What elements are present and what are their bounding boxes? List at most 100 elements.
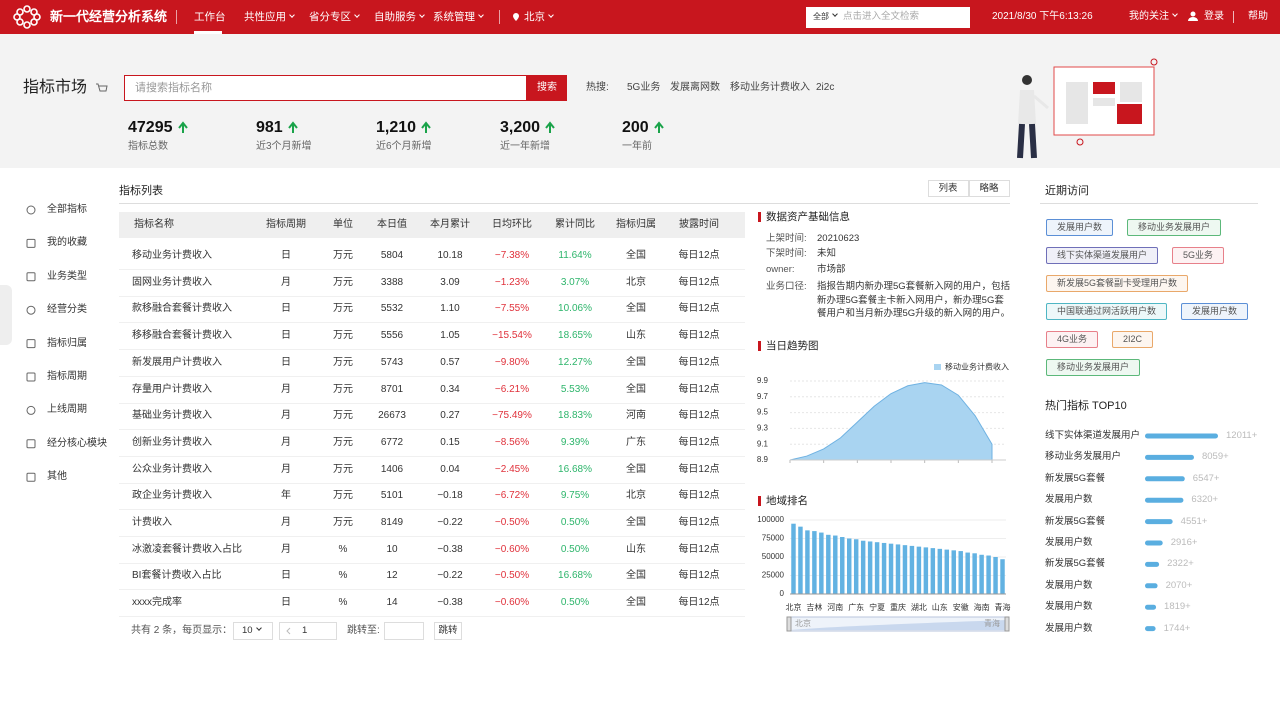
table-cell[interactable]: BI套餐计费收入占比	[132, 570, 222, 582]
tag[interactable]: 4G业务	[1046, 331, 1099, 348]
tag[interactable]: 5G业务	[1172, 247, 1225, 264]
nav-item[interactable]: 省分专区	[309, 9, 359, 25]
hot-name[interactable]: 发展用户数	[1045, 579, 1093, 591]
menu-item[interactable]: 全部指标	[47, 204, 87, 215]
menu-item[interactable]: 业务类型	[47, 270, 87, 282]
table-cell[interactable]: 固网业务计费收入	[132, 276, 212, 288]
nav-item[interactable]: 自助服务	[374, 9, 424, 25]
tag[interactable]: 发展用户数	[1046, 219, 1114, 236]
market-search-input[interactable]	[124, 75, 527, 101]
jump-button[interactable]	[434, 622, 462, 640]
x-tick-label: 安徽	[953, 602, 969, 612]
menu-item[interactable]: 我的收藏	[47, 237, 87, 249]
jump-button-label[interactable]: 跳转	[438, 625, 458, 636]
table-cell[interactable]: 政企业务计费收入	[132, 490, 212, 502]
nav-item[interactable]: 工作台	[194, 11, 226, 23]
bar	[833, 535, 838, 594]
tag[interactable]: 新发展5G套餐副卡受理用户数	[1046, 275, 1189, 292]
menu-item[interactable]: 上线周期	[47, 404, 87, 416]
view-toggle[interactable]	[969, 180, 1010, 197]
y-tick-label: 9.3	[757, 424, 769, 433]
hot-term[interactable]: 移动业务计费收入	[730, 82, 810, 93]
search-button[interactable]	[527, 75, 567, 101]
nav-item[interactable]: 共性应用	[244, 9, 294, 25]
hot-name[interactable]: 新发展5G套餐	[1045, 515, 1106, 527]
table-cell: 每日12点	[678, 570, 720, 582]
hot-name[interactable]: 发展用户数	[1045, 537, 1093, 548]
menu-item[interactable]: 经分核心模块	[47, 437, 107, 449]
nav-item[interactable]: 系统管理	[433, 9, 483, 25]
bar	[979, 554, 984, 594]
hot-term[interactable]: 2i2c	[816, 82, 835, 93]
hot-name[interactable]: 发展用户数	[1045, 494, 1093, 506]
divider	[499, 10, 500, 24]
tag[interactable]: 中国联通过网活跃用户数	[1046, 303, 1168, 320]
y-tick-label: 9.5	[757, 408, 769, 417]
table-cell: 8701	[380, 383, 404, 395]
table-cell[interactable]: 公众业务计费收入	[132, 463, 212, 475]
global-search[interactable]	[806, 7, 970, 28]
table-cell: 12.27%	[558, 356, 592, 368]
field-value: 未知	[817, 248, 837, 259]
menu-item[interactable]: 指标周期	[47, 371, 87, 382]
tag[interactable]: 发展用户数	[1181, 303, 1249, 320]
jump-input[interactable]	[384, 622, 424, 640]
column-header: 指标归属	[616, 219, 656, 230]
menu-item[interactable]: 经营分类	[47, 304, 87, 316]
view-toggle-label[interactable]: 列表	[938, 182, 958, 194]
tag[interactable]: 移动业务发展用户	[1046, 359, 1141, 376]
bar	[881, 542, 887, 594]
hot-value: 6320+	[1191, 494, 1219, 506]
view-toggle[interactable]	[928, 180, 969, 197]
table-cell: 0.34	[440, 383, 460, 395]
hot-value: 6547+	[1192, 472, 1220, 484]
menu-item[interactable]: 指标归属	[47, 337, 87, 349]
hot-term[interactable]: 发展离网数	[670, 82, 720, 93]
table-cell: 万元	[333, 383, 353, 395]
hot-name[interactable]: 移动业务发展用户	[1045, 451, 1122, 463]
table-cell[interactable]: 移移融合套餐计费收入	[132, 330, 232, 342]
table-cell[interactable]: 新发展用户计费收入	[132, 356, 222, 368]
user-link[interactable]: 我的关注	[1129, 9, 1177, 25]
page-number[interactable]: 1	[302, 625, 308, 636]
app-title: 新一代经营分析系统	[50, 9, 168, 24]
table-cell[interactable]: 计费收入	[132, 517, 172, 528]
bar	[846, 538, 852, 594]
tag[interactable]: 2I2C	[1112, 331, 1154, 348]
hot-name[interactable]: 新发展5G套餐	[1045, 558, 1106, 570]
table-cell[interactable]: 移动业务计费收入	[132, 250, 212, 261]
table-cell[interactable]: 基础业务计费收入	[132, 410, 212, 422]
user-link[interactable]: 帮助	[1248, 11, 1268, 22]
user-link[interactable]: 登录	[1204, 11, 1224, 22]
collapse-tab[interactable]	[0, 285, 12, 345]
hot-name[interactable]: 发展用户数	[1045, 601, 1093, 613]
hot-bar	[1145, 604, 1157, 610]
location: 北京	[524, 9, 553, 25]
menu-icon	[26, 405, 36, 415]
table-cell: 5743	[380, 356, 404, 368]
view-toggle-label[interactable]: 略略	[979, 182, 999, 194]
y-tick-label: 9.1	[757, 439, 769, 448]
hot-term[interactable]: 5G业务	[627, 82, 661, 93]
hot-name[interactable]: 线下实体渠道发展用户	[1045, 430, 1141, 441]
y-tick-label: 50000	[762, 552, 785, 561]
table-cell: 9.39%	[560, 436, 590, 448]
table-title: 指标列表	[119, 185, 163, 197]
tag[interactable]: 移动业务发展用户	[1127, 219, 1222, 236]
bar	[874, 542, 880, 594]
y-tick-label: 8.9	[757, 455, 769, 464]
table-cell[interactable]: 款移融合套餐计费收入	[132, 303, 232, 315]
table-cell[interactable]: 存量用户计费收入	[132, 383, 212, 395]
hot-name[interactable]: 新发展5G套餐	[1045, 472, 1106, 484]
pager[interactable]	[279, 622, 337, 640]
hot-name[interactable]: 发展用户数	[1045, 622, 1093, 634]
menu-item[interactable]: 其他	[47, 471, 67, 483]
search-button-label[interactable]: 搜索	[537, 82, 557, 93]
tag[interactable]: 线下实体渠道发展用户	[1046, 247, 1159, 264]
table-cell[interactable]: 创新业务计费收入	[132, 436, 212, 448]
table-cell[interactable]: 冰激凌套餐计费收入占比	[132, 543, 242, 555]
column-header: 本月累计	[430, 219, 470, 230]
illustration	[1018, 90, 1036, 124]
stat-value: 3,200	[500, 119, 541, 136]
table-cell[interactable]: xxxx完成率	[132, 597, 182, 609]
